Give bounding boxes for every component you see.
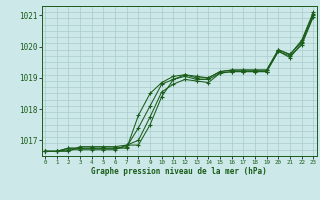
X-axis label: Graphe pression niveau de la mer (hPa): Graphe pression niveau de la mer (hPa) xyxy=(91,167,267,176)
